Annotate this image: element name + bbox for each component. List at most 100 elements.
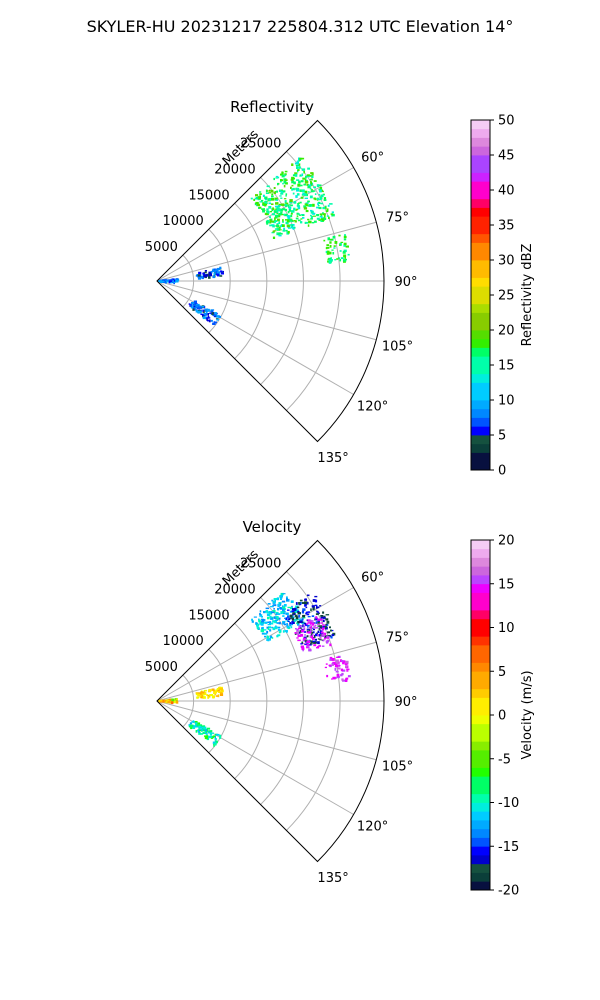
echo-gate: [210, 310, 214, 313]
echo-gate: [322, 212, 324, 214]
echo-gate: [318, 206, 322, 210]
echo-gate: [310, 629, 312, 632]
echo-gate: [298, 618, 302, 621]
echo-gate: [207, 309, 211, 312]
echo-gate: [195, 309, 199, 312]
echo-gate: [343, 249, 347, 253]
colorbar-segment: [471, 163, 490, 173]
echo-gate: [314, 624, 317, 627]
echo-gate: [281, 600, 286, 603]
velocity-title: Velocity: [243, 518, 302, 536]
echo-gate: [293, 227, 296, 229]
colorbar-segment: [471, 373, 490, 383]
echo-gate: [306, 644, 310, 647]
echo-gate: [198, 725, 202, 728]
echo-gate: [282, 182, 284, 185]
echo-gate: [189, 724, 194, 728]
echo-gate: [214, 740, 218, 744]
echo-gate: [293, 620, 296, 622]
echo-gate: [343, 254, 347, 258]
echo-gate: [276, 223, 279, 225]
echo-gate: [303, 205, 307, 208]
echo-gate: [270, 218, 273, 222]
echo-gate: [295, 164, 299, 166]
echo-gate: [276, 597, 280, 601]
echo-gate: [282, 615, 285, 617]
colorbar-segment: [471, 680, 490, 690]
azimuth-tick-label: 105°: [382, 339, 413, 354]
echo-gate: [311, 632, 314, 634]
echo-gate: [192, 725, 196, 728]
echo-gate: [285, 612, 289, 615]
echo-gate: [209, 694, 213, 697]
echo-gate: [277, 603, 280, 607]
echo-gate: [312, 599, 316, 602]
figure-title: SKYLER-HU 20231217 225804.312 UTC Elevat…: [87, 17, 514, 36]
echo-gate: [217, 694, 220, 698]
echo-gate: [176, 701, 179, 704]
echo-gate: [291, 616, 295, 619]
echo-gate: [310, 218, 313, 220]
echo-gate: [306, 635, 309, 638]
echo-gate: [290, 626, 293, 629]
echo-gate: [307, 626, 309, 628]
echo-gate: [304, 637, 306, 640]
echo-gate: [205, 735, 209, 738]
echo-gate: [277, 205, 281, 207]
echo-gate: [305, 202, 309, 205]
echo-gate: [317, 623, 321, 625]
echo-gate: [282, 620, 286, 623]
echo-gate: [256, 197, 259, 200]
echo-gate: [269, 615, 272, 618]
echo-gate: [293, 220, 296, 222]
azimuth-tick-label: 90°: [394, 695, 417, 710]
echo-gate: [215, 695, 219, 697]
echo-gate: [289, 623, 292, 627]
echo-gate: [308, 220, 312, 224]
echo-gate: [267, 210, 270, 214]
echo-gate: [261, 199, 264, 202]
echo-gate: [269, 221, 272, 224]
echo-gate: [319, 196, 323, 200]
echo-gate: [266, 635, 269, 637]
colorbar-segment: [471, 330, 490, 340]
echo-gate: [166, 280, 169, 283]
echo-gate: [325, 247, 328, 250]
echo-gate: [303, 627, 306, 631]
reflectivity-title: Reflectivity: [230, 98, 314, 116]
echo-gate: [295, 610, 299, 612]
echo-gate: [342, 259, 347, 262]
echo-gate: [266, 630, 269, 634]
echo-gate: [345, 679, 348, 682]
echo-gate: [213, 742, 217, 746]
echo-gate: [282, 208, 286, 211]
colorbar-segment: [471, 128, 490, 138]
echo-gate: [310, 178, 313, 181]
echo-gate: [264, 198, 268, 201]
colorbar-tick-label: -10: [498, 796, 519, 811]
echo-gate: [294, 632, 297, 634]
echo-gate: [300, 633, 304, 637]
echo-gate: [296, 166, 299, 169]
echo-gate: [198, 730, 200, 733]
echo-gate: [168, 280, 172, 282]
echo-gate: [324, 666, 327, 669]
echo-gate: [306, 630, 310, 633]
echo-gate: [258, 619, 261, 623]
echo-gate: [323, 637, 326, 640]
colorbar-segment: [471, 303, 490, 313]
echo-gate: [315, 617, 318, 621]
echo-gate: [313, 641, 317, 644]
echo-gate: [285, 221, 289, 225]
echo-gate: [207, 696, 210, 699]
echo-gate: [283, 185, 286, 188]
colorbar-segment: [471, 400, 490, 410]
echo-gate: [206, 734, 209, 736]
echo-gate: [323, 199, 327, 201]
echo-gate: [276, 616, 279, 620]
echo-gate: [294, 172, 298, 175]
echo-gate: [320, 631, 324, 634]
echo-gate: [301, 611, 304, 614]
echo-gate: [219, 691, 223, 694]
echo-gate: [210, 737, 214, 739]
